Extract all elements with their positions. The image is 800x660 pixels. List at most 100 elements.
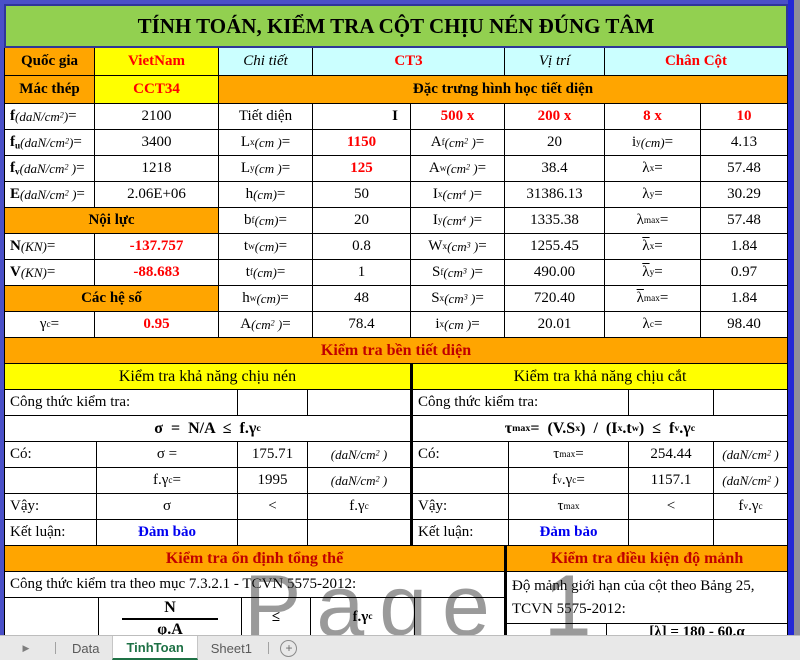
grid-cell[interactable]: [629, 520, 714, 546]
section-cat-header[interactable]: Kiểm tra khả năng chịu cắt: [413, 364, 788, 390]
grid-cell[interactable]: [714, 390, 788, 416]
grid-cell[interactable]: 78.4: [313, 312, 411, 338]
tab-tinhtoan[interactable]: TinhToan: [112, 636, 198, 660]
grid-cell[interactable]: [308, 390, 411, 416]
grid-cell[interactable]: σ =: [97, 442, 238, 468]
grid-cell[interactable]: 57.48: [701, 156, 788, 182]
grid-cell[interactable]: -88.683: [95, 260, 219, 286]
formula-nen[interactable]: σ = N/A ≤ f.γ c: [5, 416, 411, 442]
grid-cell[interactable]: 254.44: [629, 442, 714, 468]
section-noi-luc-header[interactable]: Nội lực: [5, 208, 219, 234]
grid-cell[interactable]: 1335.38: [505, 208, 605, 234]
grid-cell[interactable]: 0.97: [701, 260, 788, 286]
grid-cell[interactable]: 1150: [313, 130, 411, 156]
grid-cell[interactable]: 490.00: [505, 260, 605, 286]
cell-on-dinh-text[interactable]: Công thức kiểm tra theo mục 7.3.2.1 - TC…: [5, 572, 505, 598]
cell-quoc-gia-label[interactable]: Quốc gia: [5, 48, 95, 76]
grid-cell[interactable]: N (KN) =: [5, 234, 95, 260]
grid-cell[interactable]: (daN/cm2 ): [714, 468, 788, 494]
grid-cell[interactable]: 20: [313, 208, 411, 234]
cell-section-shape[interactable]: I: [313, 104, 411, 130]
grid-cell[interactable]: fu (daN/cm2) =: [5, 130, 95, 156]
grid-cell[interactable]: 30.29: [701, 182, 788, 208]
grid-cell[interactable]: λ max =: [605, 286, 701, 312]
grid-cell[interactable]: 2.06E+06: [95, 182, 219, 208]
grid-cell[interactable]: 10: [701, 104, 788, 130]
cell-formula-label-cat[interactable]: Công thức kiểm tra:: [413, 390, 629, 416]
grid-cell[interactable]: Kết luận:: [5, 520, 97, 546]
grid-cell[interactable]: 48: [313, 286, 411, 312]
grid-cell[interactable]: 200 x: [505, 104, 605, 130]
grid-cell[interactable]: 1255.45: [505, 234, 605, 260]
section-do-manh-header[interactable]: Kiểm tra điều kiện độ mảnh: [505, 546, 788, 572]
tab-sheet1[interactable]: Sheet1: [210, 640, 252, 656]
grid-cell[interactable]: σ: [97, 494, 238, 520]
section-he-so-header[interactable]: Các hệ số: [5, 286, 219, 312]
grid-cell[interactable]: 4.13: [701, 130, 788, 156]
grid-cell[interactable]: 2100: [95, 104, 219, 130]
grid-cell[interactable]: 38.4: [505, 156, 605, 182]
grid-cell[interactable]: [714, 520, 788, 546]
grid-cell[interactable]: 500 x: [411, 104, 505, 130]
formula-cat[interactable]: τ max = (V.S x) / (I x .t w) ≤ f v .γ c: [413, 416, 788, 442]
grid-cell[interactable]: 0.95: [95, 312, 219, 338]
add-sheet-button[interactable]: +: [272, 636, 306, 660]
cell-on-dinh-rhs[interactable]: f.γ c: [311, 598, 415, 637]
cell-quoc-gia-value[interactable]: VietNam: [95, 48, 219, 76]
grid-cell[interactable]: 31386.13: [505, 182, 605, 208]
cell-vi-tri-value[interactable]: Chân Cột: [605, 48, 788, 76]
grid-cell[interactable]: Vậy:: [5, 494, 97, 520]
grid-cell[interactable]: V (KN) =: [5, 260, 95, 286]
formula-do-manh[interactable]: [λ] = 180 - 60.α: [607, 624, 788, 637]
section-nen-header[interactable]: Kiểm tra khả năng chịu nén: [5, 364, 411, 390]
grid-cell[interactable]: f (daN/cm2) =: [5, 104, 95, 130]
section-on-dinh-header[interactable]: Kiểm tra ổn định tổng thể: [5, 546, 505, 572]
section-ben-header[interactable]: Kiểm tra bền tiết diện: [5, 338, 788, 364]
cell-chi-tiet-value[interactable]: CT3: [313, 48, 505, 76]
grid-cell[interactable]: (daN/cm2 ): [308, 468, 411, 494]
cell-formula-label-nen[interactable]: Công thức kiểm tra:: [5, 390, 238, 416]
grid-cell[interactable]: [413, 468, 509, 494]
grid-cell[interactable]: 57.48: [701, 208, 788, 234]
tab-data[interactable]: Data: [72, 640, 100, 656]
grid-cell[interactable]: h (cm) =: [219, 182, 313, 208]
grid-cell[interactable]: <: [238, 494, 308, 520]
grid-cell[interactable]: f.γ c: [308, 494, 411, 520]
grid-cell[interactable]: (daN/cm2 ): [714, 442, 788, 468]
grid-cell[interactable]: Có:: [413, 442, 509, 468]
grid-cell[interactable]: 20.01: [505, 312, 605, 338]
grid-cell[interactable]: 1.84: [701, 234, 788, 260]
grid-cell[interactable]: [308, 520, 411, 546]
grid-cell[interactable]: 1995: [238, 468, 308, 494]
grid-cell[interactable]: [629, 390, 714, 416]
cell-mac-thep-value[interactable]: CCT34: [95, 76, 219, 104]
cell-ket-luan-cat[interactable]: Đảm bảo: [509, 520, 629, 546]
grid-cell[interactable]: 1157.1: [629, 468, 714, 494]
sheet-nav-button[interactable]: ▶: [0, 636, 52, 660]
grid-cell[interactable]: [238, 520, 308, 546]
grid-cell[interactable]: -137.757: [95, 234, 219, 260]
grid-cell[interactable]: 175.71: [238, 442, 308, 468]
cell-vi-tri-label[interactable]: Vị trí: [505, 48, 605, 76]
grid-cell[interactable]: [5, 468, 97, 494]
grid-cell[interactable]: 98.40: [701, 312, 788, 338]
section-geometry-header[interactable]: Đặc trưng hình học tiết diện: [219, 76, 788, 104]
grid-cell[interactable]: τ max: [509, 494, 629, 520]
grid-cell[interactable]: 1.84: [701, 286, 788, 312]
grid-cell[interactable]: fv (daN/cm2 ) =: [5, 156, 95, 182]
cell-do-manh-text[interactable]: Độ mảnh giới hạn của cột theo Bảng 25, T…: [507, 572, 788, 624]
